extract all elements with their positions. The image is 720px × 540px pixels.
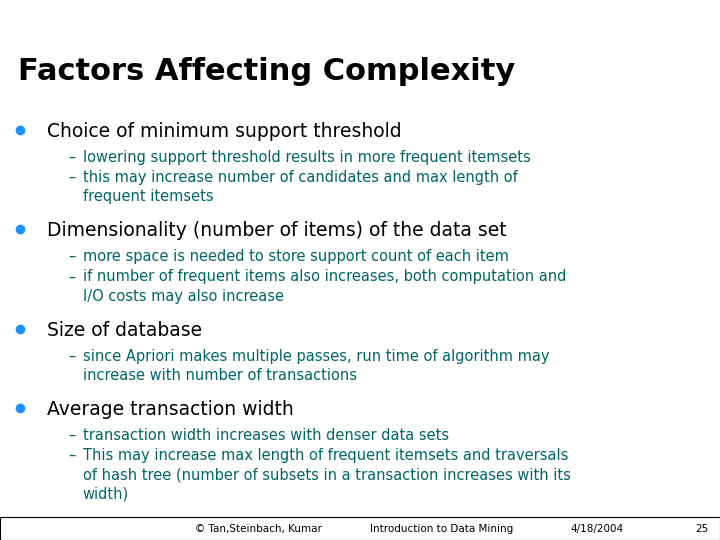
Text: Dimensionality (number of items) of the data set: Dimensionality (number of items) of the … bbox=[47, 221, 506, 240]
Text: –: – bbox=[68, 448, 76, 463]
Text: –: – bbox=[68, 428, 76, 443]
Text: This may increase max length of frequent itemsets and traversals
of hash tree (n: This may increase max length of frequent… bbox=[83, 448, 571, 502]
Text: –: – bbox=[68, 150, 76, 165]
Text: more space is needed to store support count of each item: more space is needed to store support co… bbox=[83, 249, 508, 264]
Text: 25: 25 bbox=[695, 524, 708, 534]
Text: –: – bbox=[68, 170, 76, 185]
Text: Size of database: Size of database bbox=[47, 321, 202, 340]
Text: since Apriori makes multiple passes, run time of algorithm may
increase with num: since Apriori makes multiple passes, run… bbox=[83, 348, 549, 383]
Text: Choice of minimum support threshold: Choice of minimum support threshold bbox=[47, 122, 402, 141]
Text: © Tan,Steinbach, Kumar: © Tan,Steinbach, Kumar bbox=[195, 524, 322, 534]
Text: lowering support threshold results in more frequent itemsets: lowering support threshold results in mo… bbox=[83, 150, 531, 165]
Text: Introduction to Data Mining: Introduction to Data Mining bbox=[370, 524, 513, 534]
Text: this may increase number of candidates and max length of
frequent itemsets: this may increase number of candidates a… bbox=[83, 170, 518, 204]
Text: Factors Affecting Complexity: Factors Affecting Complexity bbox=[18, 57, 516, 86]
Text: Average transaction width: Average transaction width bbox=[47, 400, 294, 419]
Text: –: – bbox=[68, 249, 76, 264]
Text: if number of frequent items also increases, both computation and
I/O costs may a: if number of frequent items also increas… bbox=[83, 269, 566, 303]
Text: –: – bbox=[68, 269, 76, 285]
Text: –: – bbox=[68, 348, 76, 363]
Text: 4/18/2004: 4/18/2004 bbox=[570, 524, 623, 534]
Text: transaction width increases with denser data sets: transaction width increases with denser … bbox=[83, 428, 449, 443]
